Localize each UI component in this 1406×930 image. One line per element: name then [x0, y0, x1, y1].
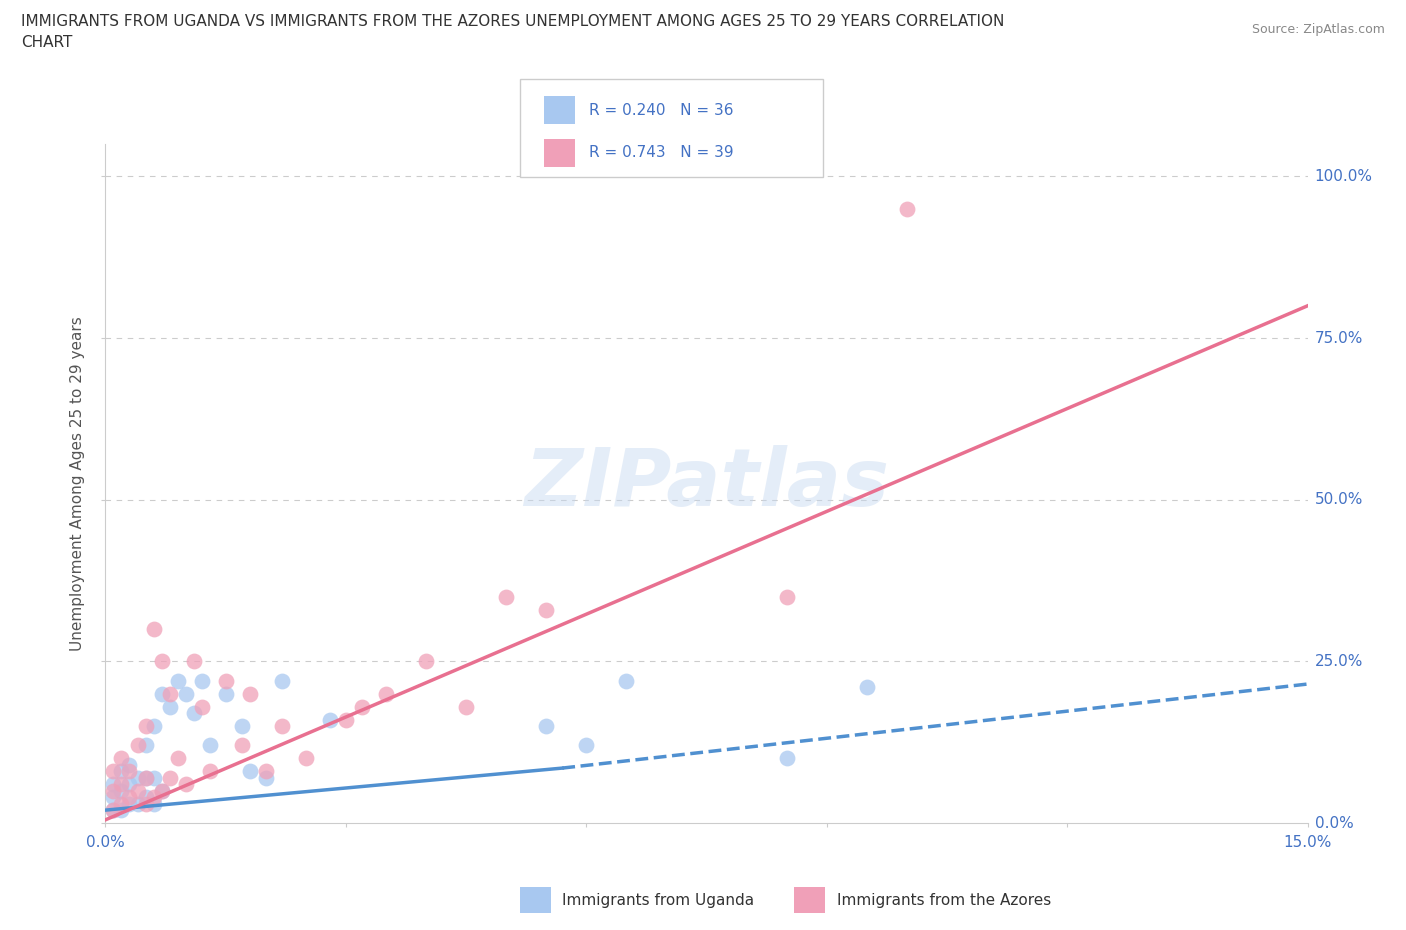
Point: [896, 202, 918, 217]
Point: [103, 790, 125, 804]
Point: [142, 796, 165, 811]
Point: [142, 621, 165, 636]
Point: [103, 783, 125, 798]
Point: [616, 673, 638, 688]
Point: [159, 699, 181, 714]
Point: [103, 777, 125, 791]
Point: [110, 796, 132, 811]
Text: 100.0%: 100.0%: [1315, 169, 1372, 184]
Point: [231, 738, 253, 753]
Text: 25.0%: 25.0%: [1315, 654, 1362, 669]
Point: [142, 770, 165, 785]
Point: [174, 686, 197, 701]
Point: [127, 783, 149, 798]
Text: 15.0%: 15.0%: [1284, 835, 1331, 850]
Point: [190, 673, 212, 688]
Point: [254, 770, 277, 785]
Text: 0.0%: 0.0%: [86, 835, 125, 850]
Text: R = 0.240   N = 36: R = 0.240 N = 36: [589, 102, 734, 118]
Point: [127, 770, 149, 785]
Point: [135, 738, 157, 753]
Point: [198, 738, 221, 753]
Point: [776, 751, 799, 765]
Point: [142, 790, 165, 804]
Point: [110, 803, 132, 817]
Point: [110, 764, 132, 778]
Point: [534, 719, 557, 734]
Point: [239, 764, 262, 778]
Text: 75.0%: 75.0%: [1315, 331, 1362, 346]
Text: Immigrants from the Azores: Immigrants from the Azores: [837, 893, 1050, 908]
Point: [118, 777, 141, 791]
Point: [190, 699, 212, 714]
Point: [254, 764, 277, 778]
Point: [135, 790, 157, 804]
Point: [135, 796, 157, 811]
Point: [135, 770, 157, 785]
Point: [183, 654, 205, 669]
Point: [135, 719, 157, 734]
Text: 0.0%: 0.0%: [1315, 816, 1354, 830]
Point: [118, 764, 141, 778]
Text: Immigrants from Uganda: Immigrants from Uganda: [562, 893, 755, 908]
Point: [335, 712, 357, 727]
Point: [142, 719, 165, 734]
Text: IMMIGRANTS FROM UGANDA VS IMMIGRANTS FROM THE AZORES UNEMPLOYMENT AMONG AGES 25 : IMMIGRANTS FROM UGANDA VS IMMIGRANTS FRO…: [21, 14, 1004, 29]
Point: [103, 764, 125, 778]
Point: [198, 764, 221, 778]
Text: R = 0.743   N = 39: R = 0.743 N = 39: [589, 145, 734, 160]
Point: [110, 783, 132, 798]
Point: [214, 686, 236, 701]
Point: [855, 680, 877, 695]
Point: [127, 796, 149, 811]
Point: [159, 686, 181, 701]
Point: [127, 738, 149, 753]
Point: [415, 654, 437, 669]
Point: [183, 706, 205, 721]
Point: [118, 757, 141, 772]
Point: [166, 751, 188, 765]
Point: [534, 603, 557, 618]
Text: 50.0%: 50.0%: [1315, 492, 1362, 507]
Point: [174, 777, 197, 791]
Point: [454, 699, 477, 714]
Point: [103, 803, 125, 817]
Point: [118, 790, 141, 804]
Point: [150, 783, 173, 798]
Point: [214, 673, 236, 688]
Point: [150, 686, 173, 701]
Point: [150, 654, 173, 669]
Text: ZIPatlas: ZIPatlas: [524, 445, 889, 523]
Point: [495, 590, 517, 604]
Point: [239, 686, 262, 701]
Point: [135, 770, 157, 785]
Text: CHART: CHART: [21, 35, 73, 50]
Point: [270, 719, 292, 734]
Point: [150, 783, 173, 798]
Point: [319, 712, 342, 727]
Point: [110, 777, 132, 791]
Point: [110, 751, 132, 765]
Point: [575, 738, 598, 753]
Text: Source: ZipAtlas.com: Source: ZipAtlas.com: [1251, 23, 1385, 36]
Point: [166, 673, 188, 688]
Point: [118, 796, 141, 811]
Point: [374, 686, 398, 701]
Point: [231, 719, 253, 734]
Y-axis label: Unemployment Among Ages 25 to 29 years: Unemployment Among Ages 25 to 29 years: [70, 316, 86, 651]
Point: [350, 699, 373, 714]
Point: [159, 770, 181, 785]
Point: [103, 803, 125, 817]
Point: [776, 590, 799, 604]
Point: [295, 751, 318, 765]
Point: [270, 673, 292, 688]
